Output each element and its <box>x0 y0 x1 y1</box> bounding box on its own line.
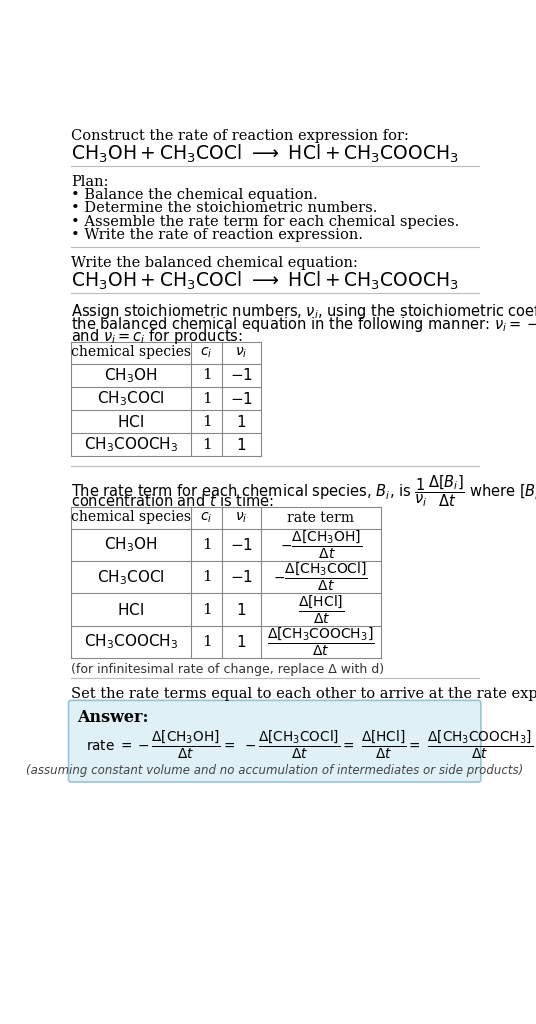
Text: $\mathregular{CH_3COCl}$: $\mathregular{CH_3COCl}$ <box>97 568 165 587</box>
Text: Answer:: Answer: <box>77 709 148 726</box>
Text: (assuming constant volume and no accumulation of intermediates or side products): (assuming constant volume and no accumul… <box>26 764 523 777</box>
Text: (for infinitesimal rate of change, replace Δ with d): (for infinitesimal rate of change, repla… <box>71 663 384 676</box>
Text: $\mathregular{CH_3OH + CH_3COCl\ \longrightarrow\ HCl + CH_3COOCH_3}$: $\mathregular{CH_3OH + CH_3COCl\ \longri… <box>71 143 459 165</box>
Text: $-1$: $-1$ <box>230 368 253 383</box>
Text: Set the rate terms equal to each other to arrive at the rate expression:: Set the rate terms equal to each other t… <box>71 687 536 701</box>
Text: $\mathregular{CH_3COOCH_3}$: $\mathregular{CH_3COOCH_3}$ <box>84 435 178 454</box>
Text: $\nu_i$: $\nu_i$ <box>235 511 248 525</box>
FancyBboxPatch shape <box>69 700 481 782</box>
Text: $\dfrac{\Delta[\mathrm{CH_3COOCH_3}]}{\Delta t}$: $\dfrac{\Delta[\mathrm{CH_3COOCH_3}]}{\D… <box>267 626 375 658</box>
Text: Assign stoichiometric numbers, $\nu_i$, using the stoichiometric coefficients, $: Assign stoichiometric numbers, $\nu_i$, … <box>71 302 536 322</box>
Text: chemical species: chemical species <box>71 510 191 524</box>
Text: $\mathregular{HCl}$: $\mathregular{HCl}$ <box>117 601 144 617</box>
Text: $-1$: $-1$ <box>230 390 253 407</box>
Text: Write the balanced chemical equation:: Write the balanced chemical equation: <box>71 256 358 270</box>
Text: $c_i$: $c_i$ <box>200 511 213 525</box>
Text: $\mathregular{CH_3COCl}$: $\mathregular{CH_3COCl}$ <box>97 389 165 408</box>
Text: 1: 1 <box>202 391 211 406</box>
Text: Construct the rate of reaction expression for:: Construct the rate of reaction expressio… <box>71 129 409 143</box>
Text: $-\dfrac{\Delta[\mathrm{CH_3OH}]}{\Delta t}$: $-\dfrac{\Delta[\mathrm{CH_3OH}]}{\Delta… <box>280 528 362 561</box>
Text: 1: 1 <box>202 602 211 616</box>
Text: rate term: rate term <box>287 511 354 525</box>
Text: $\mathregular{HCl}$: $\mathregular{HCl}$ <box>117 414 144 430</box>
Text: • Determine the stoichiometric numbers.: • Determine the stoichiometric numbers. <box>71 202 377 215</box>
Text: concentration and $t$ is time:: concentration and $t$ is time: <box>71 494 274 509</box>
Text: $\dfrac{\Delta[\mathrm{HCl}]}{\Delta t}$: $\dfrac{\Delta[\mathrm{HCl}]}{\Delta t}$ <box>297 593 344 626</box>
Text: $\nu_i$: $\nu_i$ <box>235 346 248 360</box>
Text: 1: 1 <box>202 369 211 382</box>
Text: 1: 1 <box>202 570 211 584</box>
Text: $1$: $1$ <box>236 414 247 430</box>
Text: • Write the rate of reaction expression.: • Write the rate of reaction expression. <box>71 227 363 242</box>
Text: $1$: $1$ <box>236 601 247 617</box>
Text: $1$: $1$ <box>236 634 247 650</box>
Text: • Assemble the rate term for each chemical species.: • Assemble the rate term for each chemic… <box>71 214 459 228</box>
Text: the balanced chemical equation in the following manner: $\nu_i = -c_i$ for react: the balanced chemical equation in the fo… <box>71 314 536 334</box>
Text: 1: 1 <box>202 437 211 452</box>
Text: rate $= -\dfrac{\Delta[\mathrm{CH_3OH}]}{\Delta t} =\ -\dfrac{\Delta[\mathrm{CH_: rate $= -\dfrac{\Delta[\mathrm{CH_3OH}]}… <box>86 729 533 761</box>
Text: $\mathregular{CH_3OH}$: $\mathregular{CH_3OH}$ <box>104 367 158 385</box>
Text: 1: 1 <box>202 538 211 552</box>
Text: 1: 1 <box>202 635 211 649</box>
Text: $\mathregular{CH_3OH + CH_3COCl\ \longrightarrow\ HCl + CH_3COOCH_3}$: $\mathregular{CH_3OH + CH_3COCl\ \longri… <box>71 270 459 292</box>
Text: 1: 1 <box>202 415 211 429</box>
Text: Plan:: Plan: <box>71 175 108 189</box>
Text: • Balance the chemical equation.: • Balance the chemical equation. <box>71 188 318 203</box>
Text: $\mathregular{CH_3OH}$: $\mathregular{CH_3OH}$ <box>104 536 158 554</box>
Text: $1$: $1$ <box>236 437 247 453</box>
Text: $-1$: $-1$ <box>230 569 253 585</box>
Text: $\mathregular{CH_3COOCH_3}$: $\mathregular{CH_3COOCH_3}$ <box>84 633 178 651</box>
Text: and $\nu_i = c_i$ for products:: and $\nu_i = c_i$ for products: <box>71 327 243 346</box>
Text: chemical species: chemical species <box>71 345 191 359</box>
Text: The rate term for each chemical species, $B_i$, is $\dfrac{1}{\nu_i}\dfrac{\Delt: The rate term for each chemical species,… <box>71 473 536 509</box>
Text: $-1$: $-1$ <box>230 537 253 553</box>
Text: $c_i$: $c_i$ <box>200 346 213 360</box>
Text: $-\dfrac{\Delta[\mathrm{CH_3COCl}]}{\Delta t}$: $-\dfrac{\Delta[\mathrm{CH_3COCl}]}{\Del… <box>273 561 368 593</box>
